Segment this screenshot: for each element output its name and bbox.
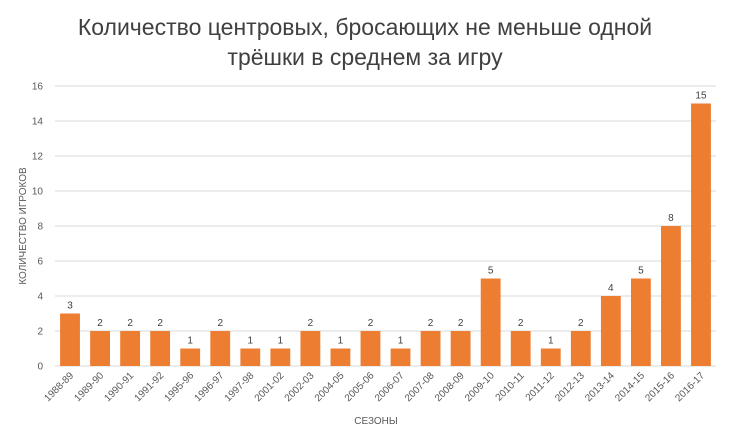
y-tick-label: 4 [37,292,43,303]
bar [420,331,441,366]
data-label: 2 [157,318,163,329]
bar [120,331,141,366]
data-label: 2 [458,318,464,329]
data-labels: 3 2 2 2 1 2 1 1 2 1 2 1 2 2 5 2 1 2 4 5 8 15 [67,91,707,347]
y-tick-label: 6 [37,257,43,268]
x-tick-label: 2006-07 [373,370,407,404]
data-label: 1 [398,336,404,347]
y-tick-label: 12 [32,152,44,163]
y-tick-label: 16 [32,82,44,93]
x-tick-label: 2007-08 [403,370,437,404]
x-tick-label: 2013-14 [583,370,617,404]
x-tick-label: 1991-92 [133,370,167,404]
y-tick-label: 8 [37,222,43,233]
x-tick-label: 1996-97 [193,370,227,404]
bar [60,313,80,366]
data-label: 1 [338,336,344,347]
y-tick-label: 2 [37,327,43,338]
x-tick-label: 1989-90 [72,370,106,404]
data-label: 2 [127,318,133,329]
x-axis-title: СЕЗОНЫ [354,416,398,427]
bar [360,331,381,366]
bar [480,278,501,366]
chart-title-line-1: Количество центровых, бросающих не меньш… [77,14,653,40]
x-tick-label: 1988-89 [42,370,76,404]
bar [661,226,681,366]
x-tick-label: 2001-02 [253,370,287,404]
x-tick-label: 1990-91 [103,370,137,404]
bar [540,348,561,366]
bar [570,331,591,366]
x-tick-labels: 1988-891989-901990-911991-921995-961996-… [42,370,707,404]
data-label: 4 [608,283,614,294]
data-label: 15 [695,91,707,102]
data-label: 1 [248,336,254,347]
y-tick-label: 14 [32,117,44,128]
data-label: 1 [278,336,284,347]
y-tick-label: 0 [37,362,43,373]
y-tick-labels: 0 2 4 6 8 10 12 14 16 [32,82,44,373]
x-tick-label: 2014-15 [613,370,647,404]
bar [240,348,261,366]
data-label: 2 [217,318,223,329]
gridlines [55,85,716,367]
x-tick-label: 2016-17 [673,370,707,404]
data-label: 8 [668,213,674,224]
y-axis-title: КОЛИЧЕСТВО ИГРОКОВ [18,167,29,285]
x-tick-label: 2011-12 [524,370,558,404]
data-label: 2 [518,318,524,329]
x-tick-label: 2012-13 [553,370,587,404]
bar [691,103,711,366]
x-tick-label: 2010-11 [494,370,528,404]
data-label: 2 [308,318,314,329]
x-tick-label: 2008-09 [433,370,467,404]
data-label: 3 [67,301,73,312]
x-tick-label: 1995-96 [163,370,197,404]
data-label: 5 [488,266,494,277]
bar [270,348,291,366]
x-tick-label: 2005-06 [343,370,377,404]
data-label: 2 [97,318,103,329]
x-tick-label: 2009-10 [463,370,497,404]
data-label: 5 [638,266,644,277]
chart-title-line-2: трёшки в среднем за игру [227,44,503,70]
bar [390,348,411,366]
bar [150,331,171,366]
x-tick-label: 2015-16 [643,370,677,404]
bar [90,331,110,366]
bar [450,331,471,366]
x-tick-label: 2002-03 [283,370,317,404]
x-tick-label: 1997-98 [223,370,257,404]
bars [60,103,711,366]
bar [600,296,621,366]
data-label: 2 [368,318,374,329]
bar [510,331,531,366]
x-tick-label: 2004-05 [313,370,347,404]
bar [330,348,351,366]
bar [180,348,201,366]
data-label: 2 [578,318,584,329]
bar [630,278,651,366]
y-tick-label: 10 [32,187,44,198]
data-label: 1 [187,336,193,347]
bar [300,331,321,366]
bar [210,331,231,366]
data-label: 1 [548,336,554,347]
data-label: 2 [428,318,434,329]
